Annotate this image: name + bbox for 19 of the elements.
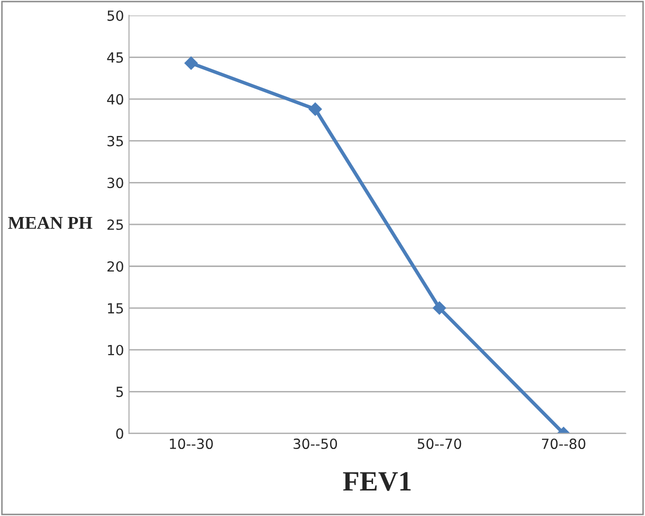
x-axis-title: FEV1 (343, 472, 411, 491)
x-tick-label: 10--30 (170, 438, 213, 450)
point (184, 56, 198, 70)
y-tick-label: 10 (108, 344, 124, 356)
y-tick-label: 30 (108, 178, 124, 188)
y-tick-label: 50 (108, 10, 124, 21)
point (308, 102, 322, 116)
y-axis-title: MEAN PH (8, 216, 92, 229)
x-tick-label: 50--70 (418, 438, 462, 450)
y-tick-label: 45 (107, 52, 123, 63)
x-tick-label: 30--50 (294, 438, 338, 450)
y-tick-label: 20 (107, 261, 124, 272)
y-tick-label: 15 (108, 303, 123, 314)
y-tick-label: 40 (107, 94, 124, 105)
y-tick-label: 5 (116, 386, 123, 398)
y-tick-label: 35 (108, 136, 123, 146)
x-tick-label: 70--80 (542, 438, 586, 450)
y-tick-label: 0 (116, 428, 124, 439)
y-tick-label: 25 (107, 219, 123, 230)
